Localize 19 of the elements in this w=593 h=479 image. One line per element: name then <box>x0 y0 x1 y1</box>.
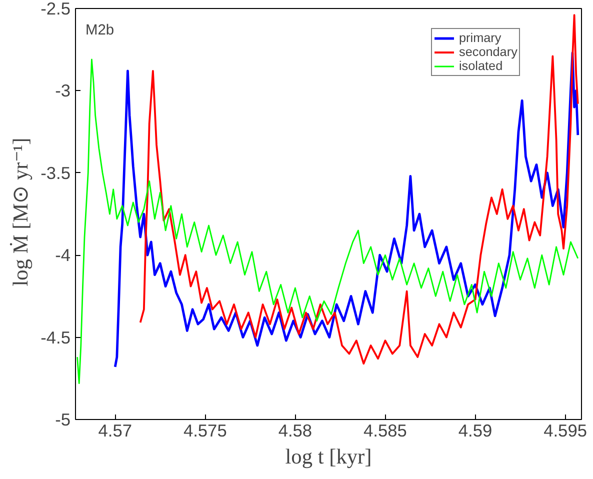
legend-label: primary <box>459 31 502 45</box>
y-axis-title: log Ṁ [M⊙ yr⁻¹] <box>8 138 33 286</box>
y-tick-label: -4 <box>55 245 71 266</box>
legend-label: secondary <box>459 45 518 59</box>
x-tick-label: 4.59 <box>458 420 492 440</box>
line-series <box>139 14 579 365</box>
x-tick-label: 4.57 <box>98 420 132 440</box>
x-tick-label: 4.575 <box>183 420 227 440</box>
x-tick-label: 4.595 <box>544 420 587 440</box>
y-tick-label: -3 <box>55 80 71 101</box>
y-tick-label: -4.5 <box>40 327 70 348</box>
y-tick-label: -5 <box>55 410 71 430</box>
legend-label: isolated <box>459 59 503 73</box>
x-tick-label: 4.58 <box>278 420 312 440</box>
y-tick-label: -3.5 <box>40 162 70 183</box>
x-axis-title: log t [kyr] <box>285 444 372 468</box>
annotation: M2b <box>86 22 114 38</box>
x-tick-label: 4.585 <box>364 420 407 440</box>
y-tick-label: -2.5 <box>40 0 70 18</box>
